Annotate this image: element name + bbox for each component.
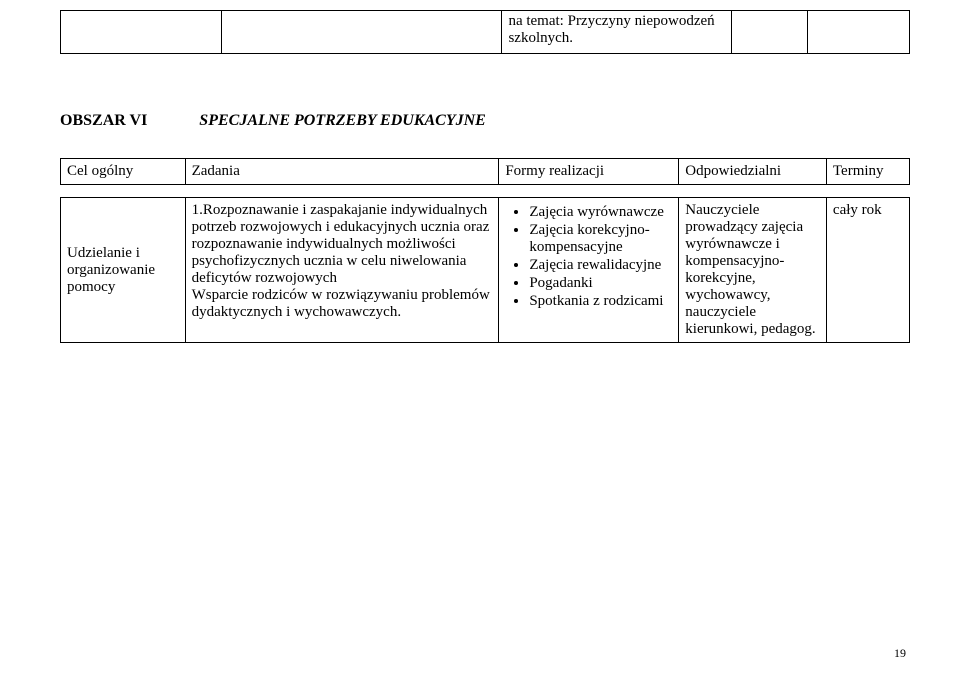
section-area-label: OBSZAR VI <box>60 112 147 130</box>
list-item: Zajęcia wyrównawcze <box>529 204 672 221</box>
page-number: 19 <box>894 646 906 661</box>
top-cell-empty-5 <box>808 11 910 54</box>
section-heading: OBSZAR VI SPECJALNE POTRZEBY EDUKACYJNE <box>60 112 910 130</box>
table-row: Udzielanie i organizowanie pomocy 1.Rozp… <box>61 198 910 343</box>
list-item: Zajęcia korekcyjno-kompensacyjne <box>529 222 672 256</box>
top-cell-empty-2 <box>222 11 502 54</box>
top-fragment-table: na temat: Przyczyny niepowodzeń szkolnyc… <box>60 10 910 54</box>
cell-terminy: cały rok <box>826 198 909 343</box>
col-header-zadania: Zadania <box>185 159 499 185</box>
col-header-cel: Cel ogólny <box>61 159 186 185</box>
col-header-odp: Odpowiedzialni <box>679 159 827 185</box>
gap-spacer <box>61 185 910 197</box>
table-gap-row <box>61 185 910 198</box>
cell-formy: Zajęcia wyrównawcze Zajęcia korekcyjno-k… <box>499 198 679 343</box>
main-table: Cel ogólny Zadania Formy realizacji Odpo… <box>60 158 910 343</box>
table-header-row: Cel ogólny Zadania Formy realizacji Odpo… <box>61 159 910 185</box>
list-item: Spotkania z rodzicami <box>529 293 672 310</box>
page: na temat: Przyczyny niepowodzeń szkolnyc… <box>0 0 960 673</box>
top-cell-text: na temat: Przyczyny niepowodzeń szkolnyc… <box>502 11 731 54</box>
table-row: na temat: Przyczyny niepowodzeń szkolnyc… <box>61 11 910 54</box>
top-cell-empty-4 <box>731 11 807 54</box>
col-header-formy: Formy realizacji <box>499 159 679 185</box>
cell-cel: Udzielanie i organizowanie pomocy <box>61 198 186 343</box>
list-item: Zajęcia rewalidacyjne <box>529 257 672 274</box>
cell-zadania: 1.Rozpoznawanie i zaspakajanie indywidua… <box>185 198 499 343</box>
cell-odp: Nauczyciele prowadzący zajęcia wyrównawc… <box>679 198 827 343</box>
top-cell-empty-1 <box>61 11 222 54</box>
col-header-terminy: Terminy <box>826 159 909 185</box>
section-title: SPECJALNE POTRZEBY EDUKACYJNE <box>199 112 486 130</box>
formy-list: Zajęcia wyrównawcze Zajęcia korekcyjno-k… <box>505 204 672 310</box>
list-item: Pogadanki <box>529 275 672 292</box>
